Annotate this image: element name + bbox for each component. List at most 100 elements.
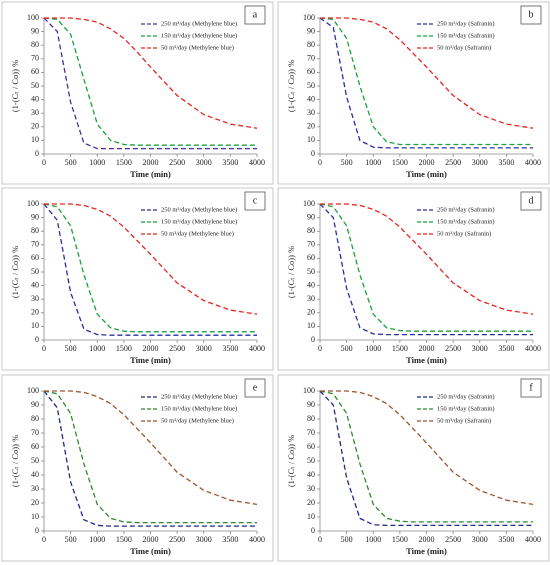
x-axis-label: Time (min) [130,355,171,365]
y-tick-label: 20 [31,308,39,317]
y-tick-label: 90 [31,26,39,35]
y-tick-label: 50 [307,456,315,465]
series-line [43,17,257,150]
series-line [43,203,257,333]
legend-label: 50 m³/day (Safranin) [437,417,491,424]
y-tick-label: 60 [307,253,315,262]
x-tick-label: 4000 [249,158,265,167]
x-tick-label: 3500 [498,344,514,353]
y-tick-label: 70 [307,428,315,437]
y-tick-label: 50 [31,267,39,276]
y-axis-label: (1-(Cₜ / Co)) % [286,435,296,487]
y-tick-label: 60 [31,67,39,76]
y-tick-label: 90 [307,400,315,409]
legend-label: 250 m³/day (Methylene blue) [161,20,237,27]
series-line [319,390,533,527]
y-tick-label: 70 [307,240,315,249]
x-tick-label: 4000 [249,344,265,353]
x-tick-label: 1500 [116,535,132,544]
y-tick-label: 80 [307,414,315,423]
x-tick-label: 500 [341,344,353,353]
y-tick-label: 30 [31,108,39,117]
x-tick-label: 4000 [525,344,541,353]
y-tick-label: 60 [31,442,39,451]
x-tick-label: 0 [42,158,46,167]
legend-label: 250 m³/day (Safranin) [437,20,495,27]
y-tick-label: 50 [307,267,315,276]
y-tick-label: 30 [31,294,39,303]
x-tick-label: 3000 [472,535,488,544]
x-tick-label: 1000 [365,535,381,544]
x-tick-label: 0 [42,535,46,544]
x-tick-label: 500 [341,535,353,544]
x-tick-label: 1500 [392,344,408,353]
x-tick-label: 3000 [472,158,488,167]
y-tick-label: 30 [307,484,315,493]
x-tick-label: 2500 [445,535,461,544]
x-tick-label: 2000 [143,158,159,167]
y-axis-label: (1-(Cₜ / Co)) % [10,246,20,298]
legend-label: 50 m³/day (Methylene blue) [161,44,234,51]
x-tick-label: 3500 [498,535,514,544]
legend-label: 150 m³/day (Safranin) [437,218,495,225]
x-axis-label: Time (min) [406,169,447,179]
legend-label: 250 m³/day (Methylene blue) [161,206,237,213]
x-tick-label: 2000 [143,344,159,353]
y-tick-label: 50 [31,456,39,465]
y-tick-label: 70 [31,54,39,63]
y-tick-label: 0 [311,335,315,344]
y-tick-label: 30 [307,294,315,303]
x-tick-label: 1000 [89,344,105,353]
y-tick-label: 90 [31,212,39,221]
x-tick-label: 3500 [222,158,238,167]
x-tick-label: 3500 [498,158,514,167]
series-line [319,17,533,146]
y-tick-label: 60 [307,67,315,76]
series-line [319,203,533,332]
panel-label-box [520,191,542,211]
x-tick-label: 0 [42,344,46,353]
y-axis-label: (1-(Cₜ / Co)) % [10,435,20,487]
x-tick-label: 1500 [392,535,408,544]
panel-frame [277,374,550,562]
y-axis-label: (1-(Cₜ / Co)) % [10,60,20,112]
y-tick-label: 10 [307,135,315,144]
legend-label: 250 m³/day (Methylene blue) [161,393,237,400]
y-tick-label: 20 [307,308,315,317]
y-tick-label: 50 [307,81,315,90]
x-tick-label: 3000 [196,158,212,167]
y-tick-label: 40 [307,94,315,103]
x-tick-label: 0 [318,535,322,544]
y-tick-label: 90 [31,400,39,409]
series-line [319,17,533,149]
panel-label-box [244,378,266,398]
y-tick-label: 100 [303,386,315,395]
panel-label: c [253,195,258,206]
legend-label: 250 m³/day (Safranin) [437,206,495,213]
y-tick-label: 0 [35,335,39,344]
x-tick-label: 2500 [445,158,461,167]
legend-label: 150 m³/day (Methylene blue) [161,218,237,225]
y-tick-label: 0 [311,149,315,158]
x-tick-label: 0 [318,344,322,353]
y-tick-label: 20 [307,122,315,131]
y-tick-label: 90 [307,212,315,221]
series-line [43,17,257,146]
x-tick-label: 3000 [472,344,488,353]
y-tick-label: 20 [307,498,315,507]
x-axis-label: Time (min) [130,546,171,556]
y-tick-label: 0 [35,149,39,158]
x-tick-label: 1000 [89,535,105,544]
y-axis-label: (1-(Cₜ / Co)) % [286,60,296,112]
legend-label: 150 m³/day (Methylene blue) [161,32,237,39]
y-tick-label: 80 [31,40,39,49]
panel-label: e [253,382,258,393]
panel-frame [277,1,550,185]
legend-label: 250 m³/day (Safranin) [437,393,495,400]
x-tick-label: 2500 [445,344,461,353]
x-tick-label: 4000 [249,535,265,544]
